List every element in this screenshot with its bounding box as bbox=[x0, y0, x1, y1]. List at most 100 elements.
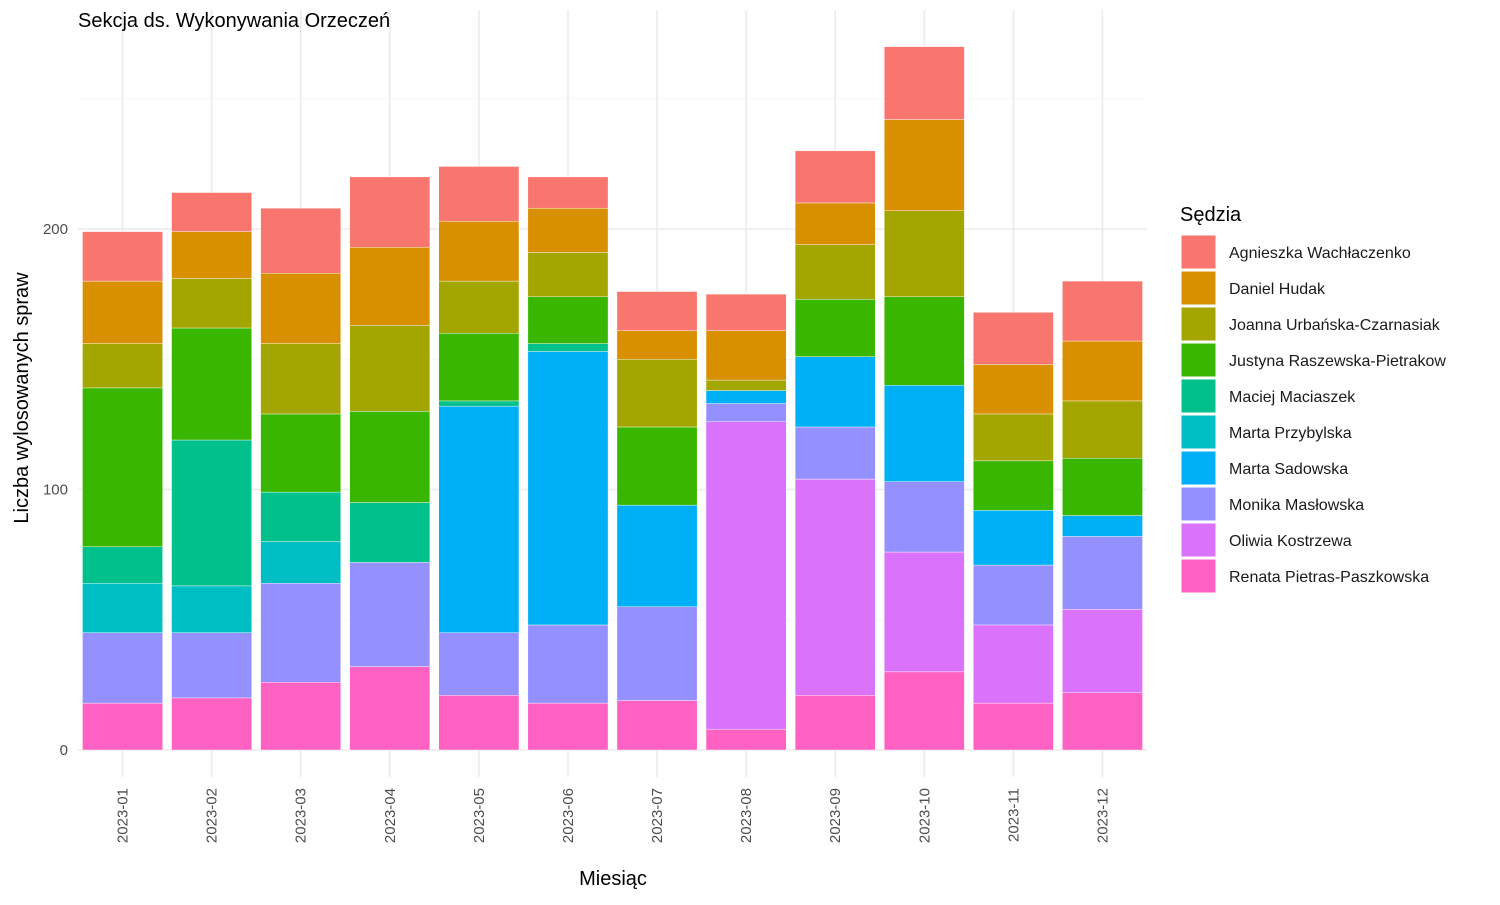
bar-segment bbox=[616, 700, 698, 751]
legend-item: Marta Sadowska bbox=[1180, 450, 1348, 486]
bar-segment bbox=[884, 46, 965, 120]
chart-title: Sekcja ds. Wykonywania Orzeczeń bbox=[78, 10, 390, 32]
bar-segment bbox=[884, 481, 965, 553]
y-tick-label: 0 bbox=[60, 742, 68, 759]
bar-segment bbox=[973, 312, 1054, 365]
x-tick-label: 2023-07 bbox=[649, 788, 666, 843]
bar-stack-2023-11 bbox=[973, 312, 1054, 751]
legend-item: Maciej Maciaszek bbox=[1180, 378, 1356, 414]
legend-swatch bbox=[1180, 522, 1217, 558]
x-tick-label: 2023-02 bbox=[204, 788, 221, 843]
bar-segment bbox=[171, 632, 252, 699]
bar-segment bbox=[973, 702, 1054, 751]
legend-items: Agnieszka Wachłaczenko Daniel Hudak Joanna… bbox=[1180, 234, 1446, 594]
bar-segment bbox=[705, 421, 787, 730]
bar-segment bbox=[527, 351, 609, 626]
bar-segment bbox=[171, 278, 252, 329]
bar-segment bbox=[260, 273, 341, 344]
bar-segment bbox=[260, 207, 341, 274]
legend-item: Justyna Raszewska-Pietrakow bbox=[1180, 342, 1446, 378]
legend-swatch bbox=[1180, 414, 1217, 450]
bar-segment bbox=[171, 439, 252, 587]
bar-segment bbox=[973, 460, 1054, 511]
x-axis-ticks: 2023-01 2023-02 2023-03 2023-04 2023-05 2023-… bbox=[115, 788, 1112, 843]
legend-label: Marta Przybylska bbox=[1229, 425, 1352, 442]
y-tick-label: 100 bbox=[43, 482, 68, 499]
bar-segment bbox=[794, 244, 876, 300]
bar-segment bbox=[527, 343, 609, 352]
bar-segment bbox=[82, 702, 163, 751]
bar-segment bbox=[794, 299, 876, 357]
bar-segment bbox=[82, 583, 163, 633]
x-tick-label: 2023-01 bbox=[115, 788, 132, 843]
bar-segment bbox=[794, 695, 876, 751]
bar-segment bbox=[438, 280, 520, 334]
bar-segment bbox=[884, 385, 965, 482]
bar-segment bbox=[527, 296, 609, 344]
bar-segment bbox=[527, 252, 609, 297]
bar-segment bbox=[171, 231, 252, 279]
legend-label: Daniel Hudak bbox=[1229, 281, 1326, 298]
bar-segment bbox=[260, 491, 341, 542]
legend-item: Daniel Hudak bbox=[1180, 270, 1326, 306]
bar-segment bbox=[1062, 400, 1143, 459]
bar-segment bbox=[349, 666, 431, 751]
legend-title: Sędzia bbox=[1180, 204, 1242, 226]
legend-swatch bbox=[1180, 342, 1217, 378]
bar-segment bbox=[82, 387, 163, 548]
legend-label: Agnieszka Wachłaczenko bbox=[1229, 245, 1411, 262]
legend-swatch bbox=[1180, 378, 1217, 414]
x-tick-label: 2023-11 bbox=[1005, 788, 1022, 842]
bar-segment bbox=[527, 176, 609, 209]
bar-stack-2023-10 bbox=[884, 46, 965, 751]
bar-segment bbox=[884, 551, 965, 673]
x-tick-label: 2023-06 bbox=[560, 788, 577, 843]
bar-segment bbox=[438, 632, 520, 696]
bar-segment bbox=[705, 293, 787, 331]
bar-segment bbox=[349, 502, 431, 563]
bar-segment bbox=[82, 546, 163, 584]
x-tick-label: 2023-05 bbox=[471, 788, 488, 843]
legend-swatch bbox=[1180, 558, 1217, 594]
legend-label: Renata Pietras-Paszkowska bbox=[1229, 569, 1429, 586]
legend-swatch bbox=[1180, 234, 1217, 270]
y-axis-ticks: 0 100 200 bbox=[43, 221, 68, 759]
bar-segment bbox=[438, 695, 520, 751]
bar-stack-2023-05 bbox=[438, 166, 520, 751]
bar-segment bbox=[1062, 280, 1143, 342]
bar-segment bbox=[349, 411, 431, 503]
legend-item: Monika Masłowska bbox=[1180, 486, 1364, 522]
bar-segment bbox=[794, 150, 876, 204]
bar-segment bbox=[527, 207, 609, 253]
bar-segment bbox=[82, 231, 163, 282]
bar-segment bbox=[973, 564, 1054, 626]
x-tick-label: 2023-12 bbox=[1094, 788, 1111, 843]
bar-segment bbox=[1062, 692, 1143, 751]
bar-segment bbox=[616, 291, 698, 331]
bar-segment bbox=[82, 280, 163, 344]
bar-segment bbox=[705, 330, 787, 381]
legend-item: Renata Pietras-Paszkowska bbox=[1180, 558, 1429, 594]
bar-stack-2023-04 bbox=[349, 176, 431, 751]
bar-segment bbox=[527, 624, 609, 704]
bar-segment bbox=[616, 606, 698, 701]
bar-segment bbox=[973, 624, 1054, 704]
bar-segment bbox=[171, 585, 252, 633]
bar-segment bbox=[82, 343, 163, 389]
bar-segment bbox=[1062, 536, 1143, 610]
bar-segment bbox=[884, 671, 965, 751]
bar-segment bbox=[1062, 340, 1143, 402]
bar-segment bbox=[884, 210, 965, 297]
legend-label: Justyna Raszewska-Pietrakow bbox=[1229, 353, 1446, 370]
bar-segment bbox=[438, 166, 520, 222]
bar-segment bbox=[794, 202, 876, 245]
x-tick-label: 2023-10 bbox=[916, 788, 933, 843]
bar-stack-2023-02 bbox=[171, 192, 252, 751]
bar-segment bbox=[794, 356, 876, 428]
legend-label: Joanna Urbańska-Czarnasiak bbox=[1229, 317, 1441, 334]
bar-segment bbox=[616, 504, 698, 607]
legend-swatch bbox=[1180, 450, 1217, 486]
x-tick-label: 2023-08 bbox=[738, 788, 755, 843]
bar-segment bbox=[616, 426, 698, 506]
bar-segment bbox=[260, 682, 341, 751]
